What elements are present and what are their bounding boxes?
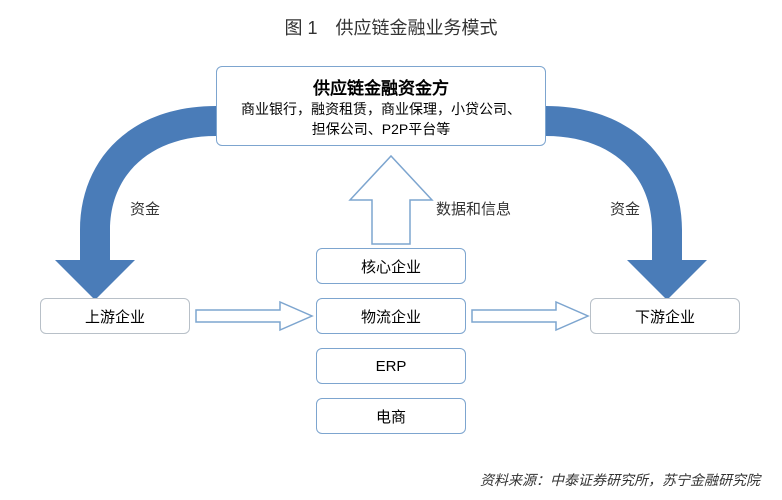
figure-title-text: 图 1 供应链金融业务模式: [284, 18, 497, 38]
node-ecommerce: 电商: [316, 398, 466, 434]
figure-title: 图 1 供应链金融业务模式: [0, 14, 782, 40]
node-upstream: 上游企业: [40, 298, 190, 334]
node-top-line3: 担保公司、P2P平台等: [225, 119, 537, 139]
node-downstream: 下游企业: [590, 298, 740, 334]
node-top-title: 供应链金融资金方: [225, 74, 537, 99]
h-arrow-right: [472, 302, 588, 330]
label-left-curve: 资金: [130, 198, 160, 219]
node-core-enterprise: 核心企业: [316, 248, 466, 284]
node-top-funding: 供应链金融资金方 商业银行，融资租赁，商业保理，小贷公司、 担保公司、P2P平台…: [216, 66, 546, 146]
node-logistics: 物流企业: [316, 298, 466, 334]
label-left-curve-text: 资金: [130, 201, 160, 218]
label-right-curve: 资金: [610, 198, 640, 219]
node-logistics-label: 物流企业: [361, 306, 421, 327]
node-upstream-label: 上游企业: [85, 306, 145, 327]
h-arrow-left: [196, 302, 312, 330]
label-right-curve-text: 资金: [610, 201, 640, 218]
label-up-arrow: 数据和信息: [436, 198, 511, 219]
label-up-arrow-text: 数据和信息: [436, 201, 511, 218]
node-downstream-label: 下游企业: [635, 306, 695, 327]
node-erp: ERP: [316, 348, 466, 384]
source-footer: 资料来源：中泰证券研究所，苏宁金融研究院: [480, 470, 760, 490]
up-arrow: [350, 156, 432, 244]
node-erp-label: ERP: [376, 358, 407, 375]
node-top-line2: 商业银行，融资租赁，商业保理，小贷公司、: [225, 99, 537, 119]
node-core-label: 核心企业: [361, 256, 421, 277]
source-footer-text: 资料来源：中泰证券研究所，苏宁金融研究院: [480, 472, 760, 488]
node-ecommerce-label: 电商: [376, 406, 406, 427]
